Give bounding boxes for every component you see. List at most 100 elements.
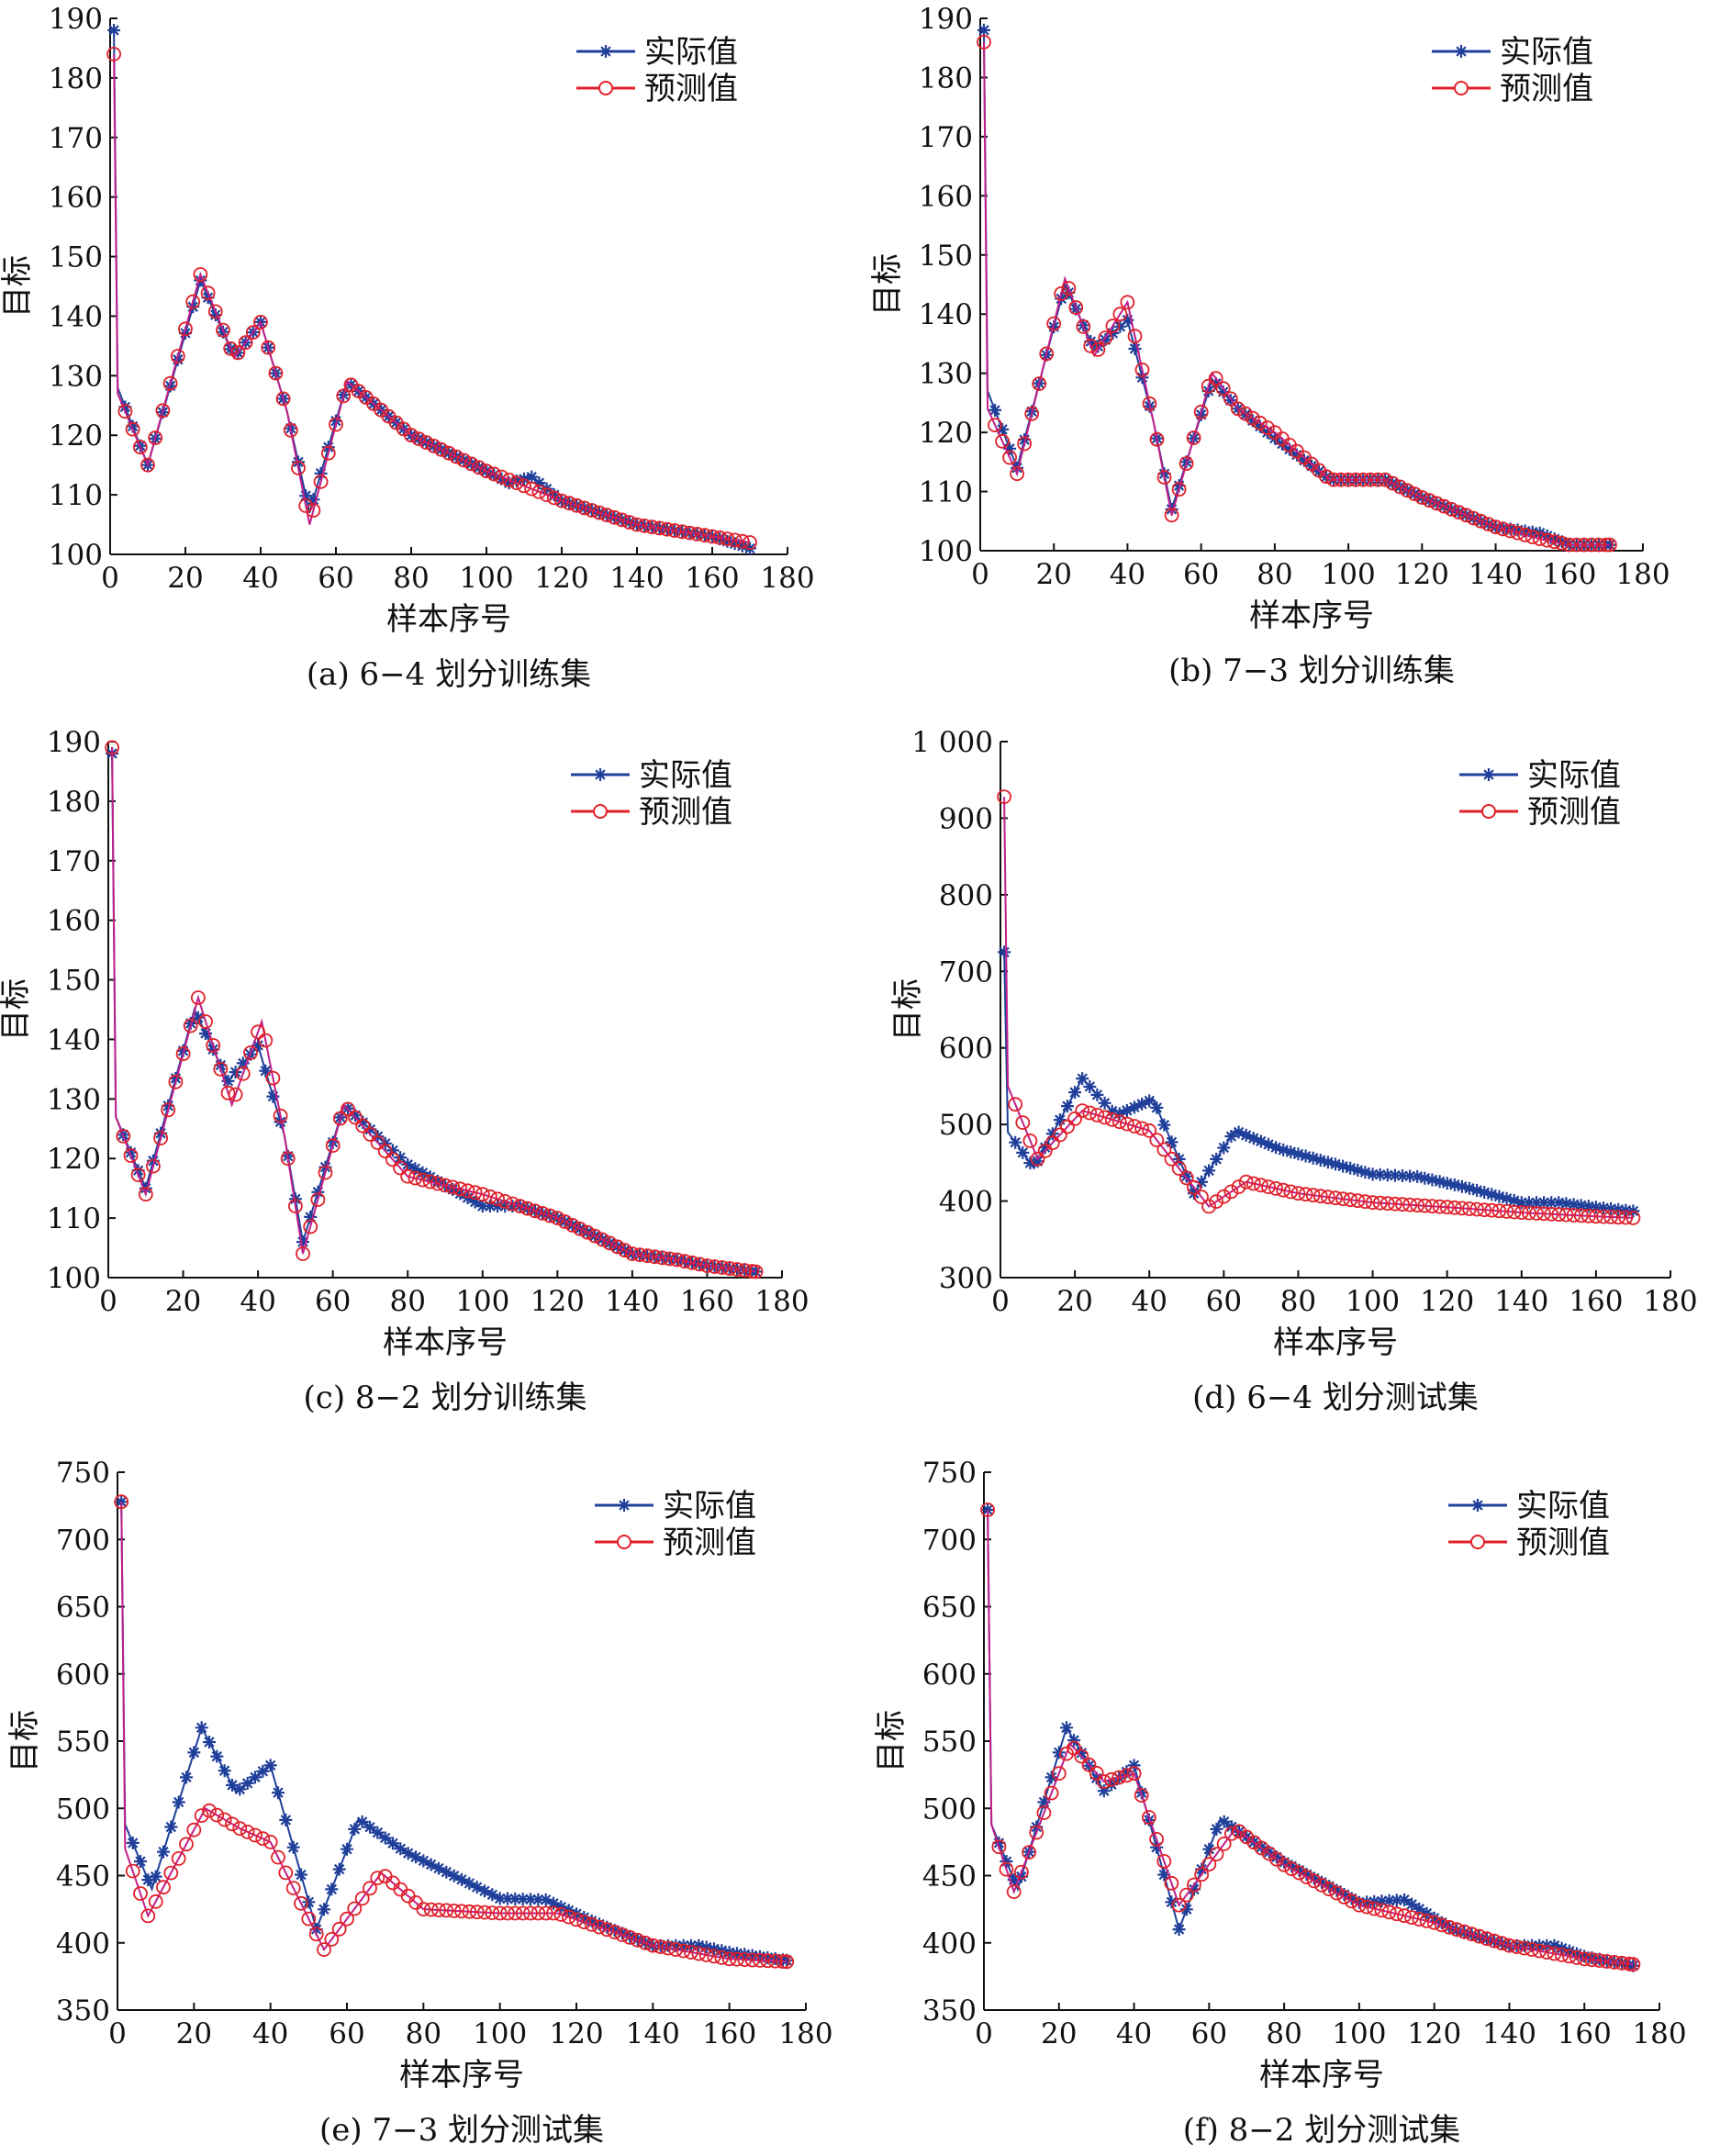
data-point-predicted: [1208, 371, 1223, 386]
legend-marker-predicted: [617, 1535, 631, 1549]
data-point-predicted: [1284, 1861, 1300, 1877]
data-point-actual: [1120, 1765, 1134, 1779]
data-point-actual: [154, 1126, 168, 1140]
data-point-predicted: [1201, 1857, 1217, 1872]
x-tick-label: 140: [1494, 1285, 1548, 1318]
data-point-actual: [314, 466, 328, 480]
y-tick-label: 350: [922, 1994, 977, 2028]
data-point-predicted: [1039, 346, 1055, 362]
series-predicted: [997, 789, 1641, 1225]
data-point-actual: [1525, 525, 1539, 539]
data-point-predicted: [452, 1181, 468, 1197]
data-point-predicted: [225, 1816, 240, 1832]
data-point-predicted: [460, 1183, 475, 1199]
data-point-actual: [1179, 1169, 1193, 1183]
chart-caption: (e) 7−3 划分测试集: [319, 2112, 604, 2149]
data-point-predicted: [280, 1151, 296, 1167]
data-point-predicted: [370, 1135, 385, 1150]
data-point-actual: [195, 1721, 208, 1735]
data-point-predicted: [621, 515, 637, 530]
data-point-predicted: [1142, 1123, 1157, 1138]
data-point-actual: [1232, 1125, 1245, 1139]
data-point-predicted: [644, 519, 660, 535]
legend-marker-actual: [599, 45, 612, 58]
data-point-predicted: [1536, 1206, 1551, 1222]
series-line: [111, 753, 756, 1273]
data-point-actual: [1292, 1863, 1306, 1877]
data-point-predicted: [707, 1949, 721, 1964]
data-point-predicted: [676, 1943, 691, 1959]
data-point-predicted: [1223, 1184, 1239, 1200]
data-point-predicted: [1237, 406, 1253, 421]
data-point-actual: [1097, 1784, 1111, 1798]
data-point-predicted: [1480, 517, 1496, 531]
data-point-actual: [1195, 1175, 1208, 1189]
data-point-predicted: [607, 509, 622, 525]
data-point-predicted: [1397, 1908, 1412, 1924]
data-point-actual: [180, 1771, 193, 1784]
data-point-predicted: [1596, 1209, 1611, 1224]
data-point-predicted: [464, 456, 479, 472]
data-point-actual: [201, 291, 215, 305]
data-point-predicted: [183, 1018, 198, 1033]
data-point-predicted: [454, 1904, 469, 1919]
data-point-predicted: [614, 512, 630, 528]
data-point-predicted: [737, 1952, 753, 1968]
x-tick-label: 20: [176, 2017, 212, 2050]
data-point-actual: [998, 945, 1011, 959]
data-point-actual: [608, 1924, 621, 1938]
data-point-predicted: [1314, 1877, 1329, 1893]
data-point-predicted: [216, 322, 230, 338]
data-point-predicted: [1522, 1205, 1536, 1221]
x-tick-label: 60: [1206, 1285, 1242, 1318]
data-point-predicted: [1178, 1170, 1194, 1186]
data-point-predicted: [348, 1110, 363, 1125]
data-point-actual: [1619, 1203, 1633, 1217]
data-point-predicted: [179, 1837, 194, 1852]
data-point-predicted: [446, 1903, 462, 1918]
data-point-actual: [1405, 1897, 1419, 1911]
data-point-actual: [1018, 433, 1032, 446]
data-point-predicted: [1614, 1955, 1629, 1971]
data-point-actual: [1112, 1107, 1126, 1121]
data-point-predicted: [153, 1131, 169, 1145]
x-axis-label: 样本序号: [1249, 598, 1374, 634]
data-point-predicted: [1487, 1933, 1502, 1949]
data-point-predicted: [1054, 285, 1069, 301]
data-point-predicted: [1385, 475, 1401, 491]
data-point-actual: [1089, 1771, 1103, 1785]
data-point-predicted: [310, 1192, 326, 1207]
data-point-predicted: [168, 1074, 184, 1089]
data-point-predicted: [148, 1893, 163, 1909]
data-point-predicted: [1120, 295, 1135, 310]
y-tick-label: 120: [47, 1143, 101, 1176]
data-point-predicted: [1599, 1954, 1614, 1969]
data-point-actual: [1344, 1161, 1357, 1175]
data-point-predicted: [1171, 482, 1187, 497]
legend-label-actual: 实际值: [1516, 1488, 1610, 1525]
data-point-actual: [356, 1115, 370, 1129]
x-tick-label: 20: [1056, 1285, 1092, 1318]
data-point-predicted: [248, 1827, 262, 1843]
x-tick-label: 80: [1257, 558, 1292, 591]
x-axis-label: 样本序号: [1273, 1324, 1398, 1361]
data-point-actual: [1518, 524, 1532, 538]
data-point-predicted: [385, 1152, 400, 1167]
data-point-predicted: [313, 474, 329, 489]
y-tick-label: 300: [939, 1262, 993, 1295]
data-point-predicted: [106, 47, 121, 61]
series-predicted: [106, 47, 757, 550]
y-tick-label: 750: [922, 1457, 977, 1490]
data-point-predicted: [1201, 1199, 1216, 1214]
data-point-predicted: [296, 1246, 310, 1261]
y-axis-label: 目标: [873, 1710, 910, 1772]
data-point-predicted: [441, 445, 456, 461]
data-point-actual: [1517, 1938, 1531, 1952]
data-point-predicted: [426, 438, 441, 453]
data-point-predicted: [776, 1954, 790, 1970]
data-point-actual: [1597, 1201, 1610, 1215]
data-point-actual: [1076, 1072, 1089, 1086]
data-point-predicted: [1457, 1924, 1472, 1939]
data-point-predicted: [1090, 341, 1106, 357]
data-point-predicted: [1625, 1211, 1641, 1225]
